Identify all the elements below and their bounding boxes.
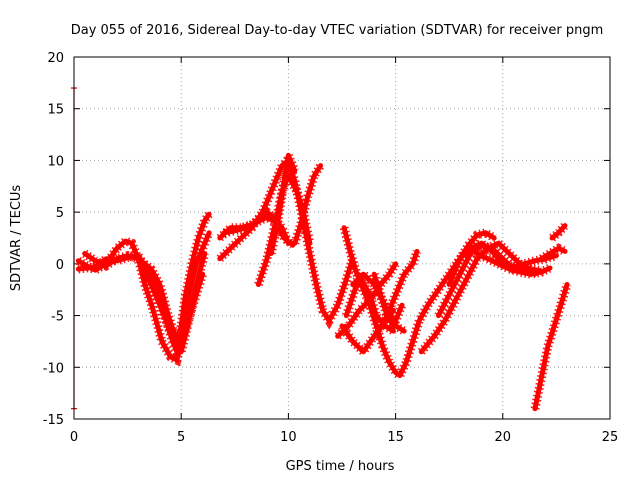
y-tick-label: 0 [56, 258, 64, 273]
series-trace-3 [82, 211, 212, 344]
y-tick-label: 20 [47, 51, 64, 66]
series-markers-trace-10 [290, 163, 325, 245]
x-axis-label: GPS time / hours [286, 459, 395, 474]
series-markers-trace-17 [380, 249, 422, 323]
y-tick-label: -10 [43, 361, 64, 376]
x-tick-label: 5 [177, 430, 185, 445]
series-trace-22 [532, 282, 570, 412]
x-tick-label: 15 [387, 430, 404, 445]
y-axis-label: SDTVAR / TECUs [9, 185, 24, 292]
y-tick-label: 10 [47, 154, 64, 169]
y-tick-label: -15 [43, 413, 64, 428]
x-tick-label: 25 [602, 430, 619, 445]
series-markers-trace-9 [266, 139, 299, 255]
x-tick-label: 0 [70, 430, 78, 445]
series-markers-trace-21 [475, 249, 552, 279]
axis-ticks [73, 56, 611, 420]
chart-title: Day 055 of 2016, Sidereal Day-to-day VTE… [71, 23, 604, 38]
x-tick-labels: 0 5 10 15 20 25 [70, 430, 618, 445]
x-tick-label: 10 [280, 430, 297, 445]
series-markers-trace-23 [539, 243, 567, 263]
series-markers-trace-7 [223, 212, 296, 249]
y-tick-label: 5 [56, 206, 64, 221]
x-tick-label: 20 [495, 430, 512, 445]
series-trace-18 [418, 240, 544, 355]
y-tick-label: 15 [47, 103, 64, 118]
series-markers-trace-18 [417, 237, 543, 355]
series-markers-trace-16 [369, 272, 407, 336]
plot-frame [73, 56, 611, 420]
data-series [75, 139, 572, 412]
series-markers-trace-24 [549, 222, 569, 242]
gridlines [74, 57, 610, 419]
y-tick-labels: -15 -10 -5 0 5 10 15 20 [43, 51, 64, 428]
series-markers-trace-4 [138, 252, 210, 364]
y-tick-label: -5 [51, 310, 64, 325]
